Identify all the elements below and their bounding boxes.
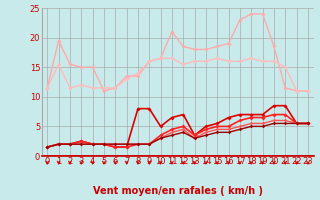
X-axis label: Vent moyen/en rafales ( km/h ): Vent moyen/en rafales ( km/h ) — [92, 186, 263, 196]
